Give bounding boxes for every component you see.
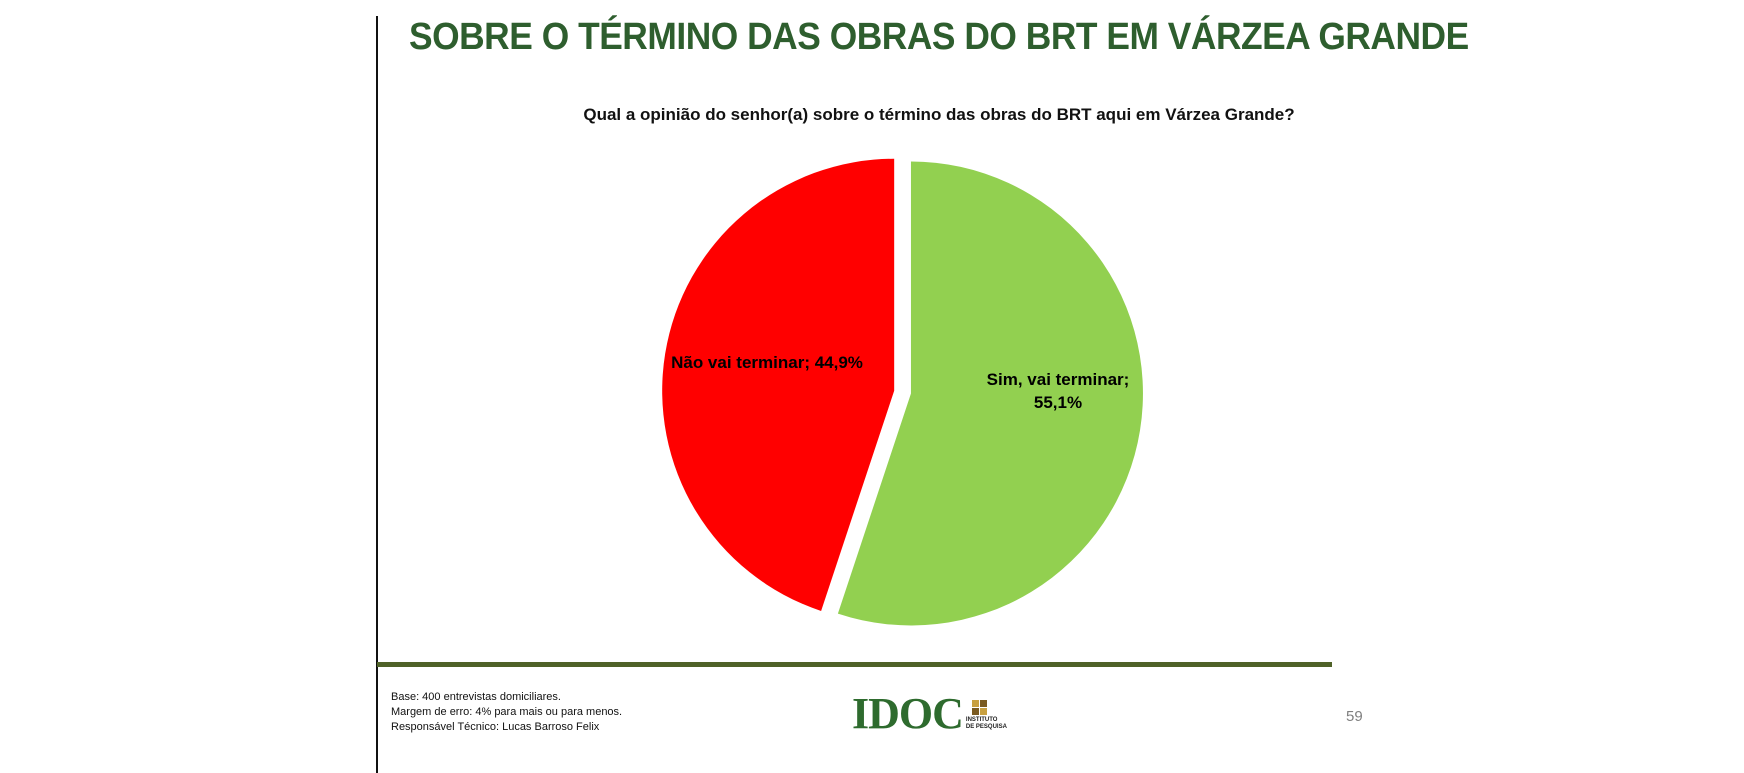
slide-title: SOBRE O TÉRMINO DAS OBRAS DO BRT EM VÁRZ… (409, 16, 1469, 58)
logo-subtitle-1: INSTITUTO (965, 717, 998, 723)
logo-square (971, 708, 979, 715)
slice-data-label-line: 55,1% (1034, 393, 1082, 412)
pie-slices (662, 158, 1143, 626)
logo-square (979, 700, 987, 707)
idoc-logo: IDOC INSTITUTO DE PESQUISA (852, 689, 1007, 738)
footer-base: Base: 400 entrevistas domiciliares. (391, 691, 561, 703)
survey-question-text: Qual a opinião do senhor(a) sobre o térm… (583, 105, 1295, 124)
logo-side: INSTITUTO DE PESQUISA (966, 700, 1007, 731)
logo-square (971, 700, 979, 707)
slice-data-label: Não vai terminar; 44,9% (671, 353, 863, 372)
footer-margin: Margem de erro: 4% para mais ou para men… (391, 706, 623, 718)
footer-rule (377, 662, 1332, 667)
slice-data-label-line: Não vai terminar; 44,9% (671, 353, 863, 372)
pie-slice (837, 161, 1143, 626)
logo-wordmark: IDOC (852, 689, 964, 738)
logo-subtitle-2: DE PESQUISA (965, 724, 1007, 730)
pie-slice (662, 158, 895, 611)
slice-data-label-line: Sim, vai terminar; (987, 370, 1130, 389)
survey-question: Qual a opinião do senhor(a) sobre o térm… (0, 105, 1744, 125)
footer-responsible: Responsável Técnico: Lucas Barroso Felix (391, 721, 600, 733)
footer-notes: Base: 400 entrevistas domiciliares. Marg… (391, 690, 622, 735)
page-number: 59 (1346, 708, 1363, 725)
pie-labels: Sim, vai terminar; 55,1% Não vai terminar;… (671, 353, 1129, 412)
logo-square (979, 708, 987, 715)
logo-squares-icon (971, 700, 1007, 715)
slice-data-label: Sim, vai terminar; 55,1% (987, 370, 1130, 412)
left-vertical-rule (376, 16, 378, 773)
